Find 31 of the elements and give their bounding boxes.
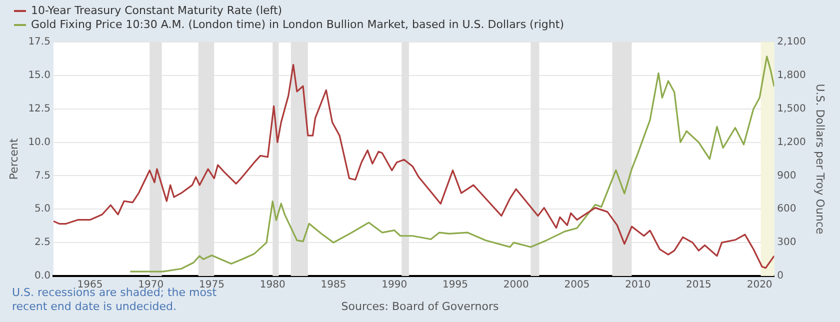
x-tick-label: 1980 <box>260 280 286 291</box>
y-tick-label: 2.5 <box>34 237 50 248</box>
x-tick-label: 2000 <box>503 280 529 291</box>
y-tick-label: 0.0 <box>34 270 50 282</box>
y2-tick-label: 1,500 <box>777 103 806 114</box>
y2-tick-label: 0 <box>777 270 784 282</box>
y-tick-label: 17.5 <box>28 36 50 48</box>
x-tick-label: 2020 <box>746 280 772 291</box>
y2-axis-title: U.S. Dollars per Troy Ounce <box>814 84 827 235</box>
x-tick-label: 2015 <box>686 280 712 291</box>
legend-label: 10-Year Treasury Constant Maturity Rate (left) <box>31 4 282 18</box>
x-tick-label: 1990 <box>382 280 408 291</box>
legend-label: Gold Fixing Price 10:30 A.M. (London time) in London Bullion Market, based in U.S. Dollars (right) <box>31 18 564 32</box>
source-note: Sources: Board of Governors <box>340 300 500 313</box>
y-axis-title: Percent <box>7 138 20 180</box>
y-tick-label: 15.0 <box>28 70 50 82</box>
x-tick-label: 2010 <box>625 280 651 291</box>
y2-tick-label: 2,100 <box>777 36 806 48</box>
x-tick-label: 2005 <box>564 280 590 291</box>
y-tick-label: 10.0 <box>28 136 50 148</box>
x-tick-label: 1995 <box>442 280 468 291</box>
y2-tick-label: 600 <box>777 204 796 215</box>
y2-tick-label: 900 <box>777 170 796 182</box>
y2-tick-label: 1,200 <box>777 136 806 148</box>
y2-tick-label: 300 <box>777 237 796 248</box>
y2-tick-label: 1,800 <box>777 70 806 82</box>
y-tick-label: 12.5 <box>28 103 50 114</box>
y-tick-label: 7.5 <box>34 170 50 182</box>
x-tick-label: 1965 <box>77 280 103 291</box>
y-tick-label: 5.0 <box>34 204 50 215</box>
x-tick-label: 1985 <box>320 280 346 291</box>
